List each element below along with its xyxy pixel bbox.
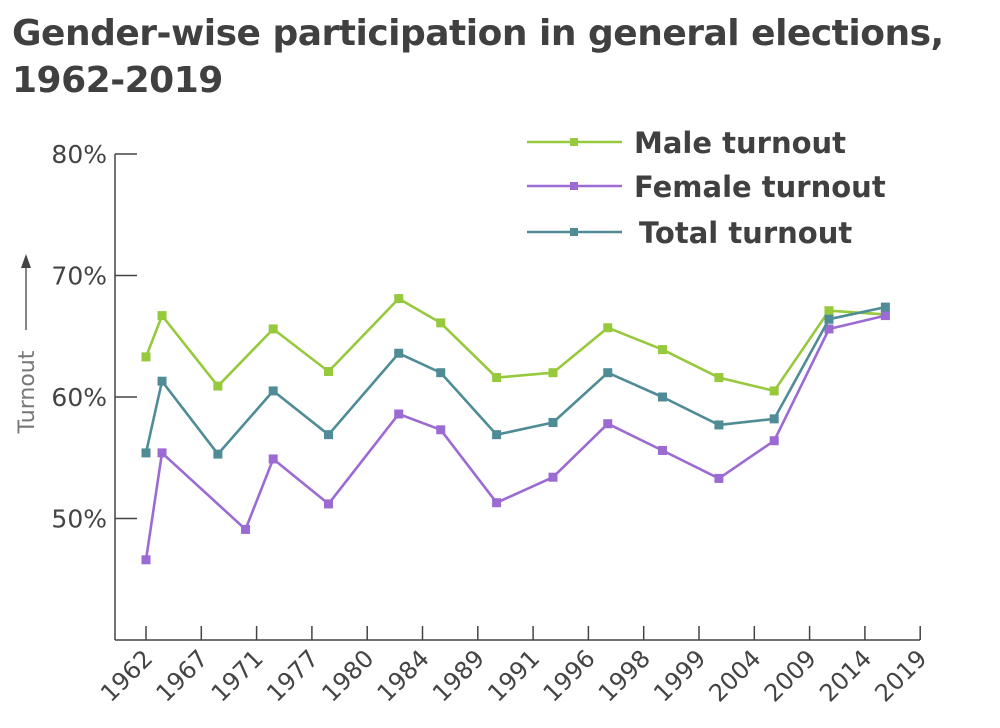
- series-female-turnout: [141, 311, 890, 565]
- data-point: [548, 368, 558, 378]
- data-point: [268, 324, 278, 334]
- data-point: [769, 414, 779, 424]
- data-point: [492, 430, 502, 440]
- data-point: [658, 392, 668, 402]
- legend-item: Female turnout: [527, 170, 886, 204]
- data-point: [548, 472, 558, 482]
- legend: Male turnout Female turnout Total turnout: [527, 126, 886, 250]
- data-point: [436, 318, 446, 328]
- x-tick-label: 1980: [316, 644, 379, 707]
- data-point: [157, 311, 167, 321]
- data-point: [492, 498, 502, 508]
- y-tick-label: 80%: [51, 140, 107, 169]
- data-point: [603, 419, 613, 429]
- x-tick-label: 1996: [538, 644, 601, 707]
- legend-item: Male turnout: [527, 126, 846, 160]
- x-tick-label: 1998: [593, 644, 656, 707]
- data-point: [157, 448, 167, 458]
- data-point: [492, 373, 502, 383]
- legend-swatch-marker: [570, 138, 578, 146]
- data-point: [141, 555, 151, 565]
- x-tick-label: 2004: [704, 644, 767, 707]
- data-point: [141, 448, 151, 458]
- x-tick-label: 1999: [648, 644, 711, 707]
- series-group: [141, 294, 890, 565]
- data-point: [603, 368, 613, 378]
- data-point: [213, 449, 223, 459]
- data-point: [394, 294, 404, 304]
- chart-title: Gender-wise participation in general ele…: [12, 13, 944, 101]
- data-point: [436, 425, 446, 435]
- legend-item: Total turnout: [527, 216, 852, 250]
- data-point: [714, 420, 724, 430]
- data-point: [658, 445, 668, 455]
- up-arrow-icon: [21, 254, 31, 268]
- data-point: [436, 368, 446, 378]
- data-point: [824, 314, 834, 324]
- data-point: [141, 352, 151, 362]
- data-point: [323, 430, 333, 440]
- series-total-turnout: [141, 302, 890, 459]
- data-point: [714, 473, 724, 483]
- data-point: [394, 348, 404, 358]
- legend-label: Total turnout: [639, 216, 852, 250]
- data-point: [268, 386, 278, 396]
- data-point: [213, 381, 223, 391]
- series-male-turnout: [141, 294, 890, 396]
- y-tick-label: 70%: [51, 262, 107, 291]
- x-tick-label: 1989: [427, 644, 490, 707]
- legend-label: Male turnout: [634, 126, 846, 160]
- data-point: [268, 454, 278, 464]
- x-tick-label: 2009: [759, 644, 822, 707]
- data-point: [658, 345, 668, 355]
- data-point: [603, 323, 613, 333]
- legend-swatch-marker: [570, 228, 578, 236]
- data-point: [714, 373, 724, 383]
- data-point: [769, 386, 779, 396]
- data-point: [824, 324, 834, 334]
- data-point: [394, 409, 404, 419]
- y-tick-label: 50%: [51, 505, 107, 534]
- x-tick-label: 2019: [869, 644, 932, 707]
- data-point: [157, 376, 167, 386]
- series-line: [144, 297, 886, 393]
- data-point: [323, 499, 333, 509]
- data-point: [241, 524, 251, 534]
- x-tick-label: 2014: [814, 644, 877, 707]
- x-tick-label: 1962: [95, 644, 158, 707]
- x-tick-label: 1991: [482, 644, 545, 707]
- data-point: [824, 306, 834, 316]
- legend-label: Female turnout: [634, 170, 886, 204]
- x-tick-label: 1971: [206, 644, 269, 707]
- data-point: [769, 436, 779, 446]
- legend-swatch-marker: [570, 182, 578, 190]
- data-point: [880, 302, 890, 312]
- y-tick-label: 60%: [51, 383, 107, 412]
- x-tick-label: 1967: [151, 644, 214, 707]
- x-tick-label: 1984: [372, 644, 435, 707]
- data-point: [323, 366, 333, 376]
- data-point: [880, 311, 890, 321]
- data-point: [548, 418, 558, 428]
- y-axis-label: Turnout: [15, 350, 40, 434]
- series-line: [144, 305, 886, 456]
- x-tick-label: 1977: [261, 644, 324, 707]
